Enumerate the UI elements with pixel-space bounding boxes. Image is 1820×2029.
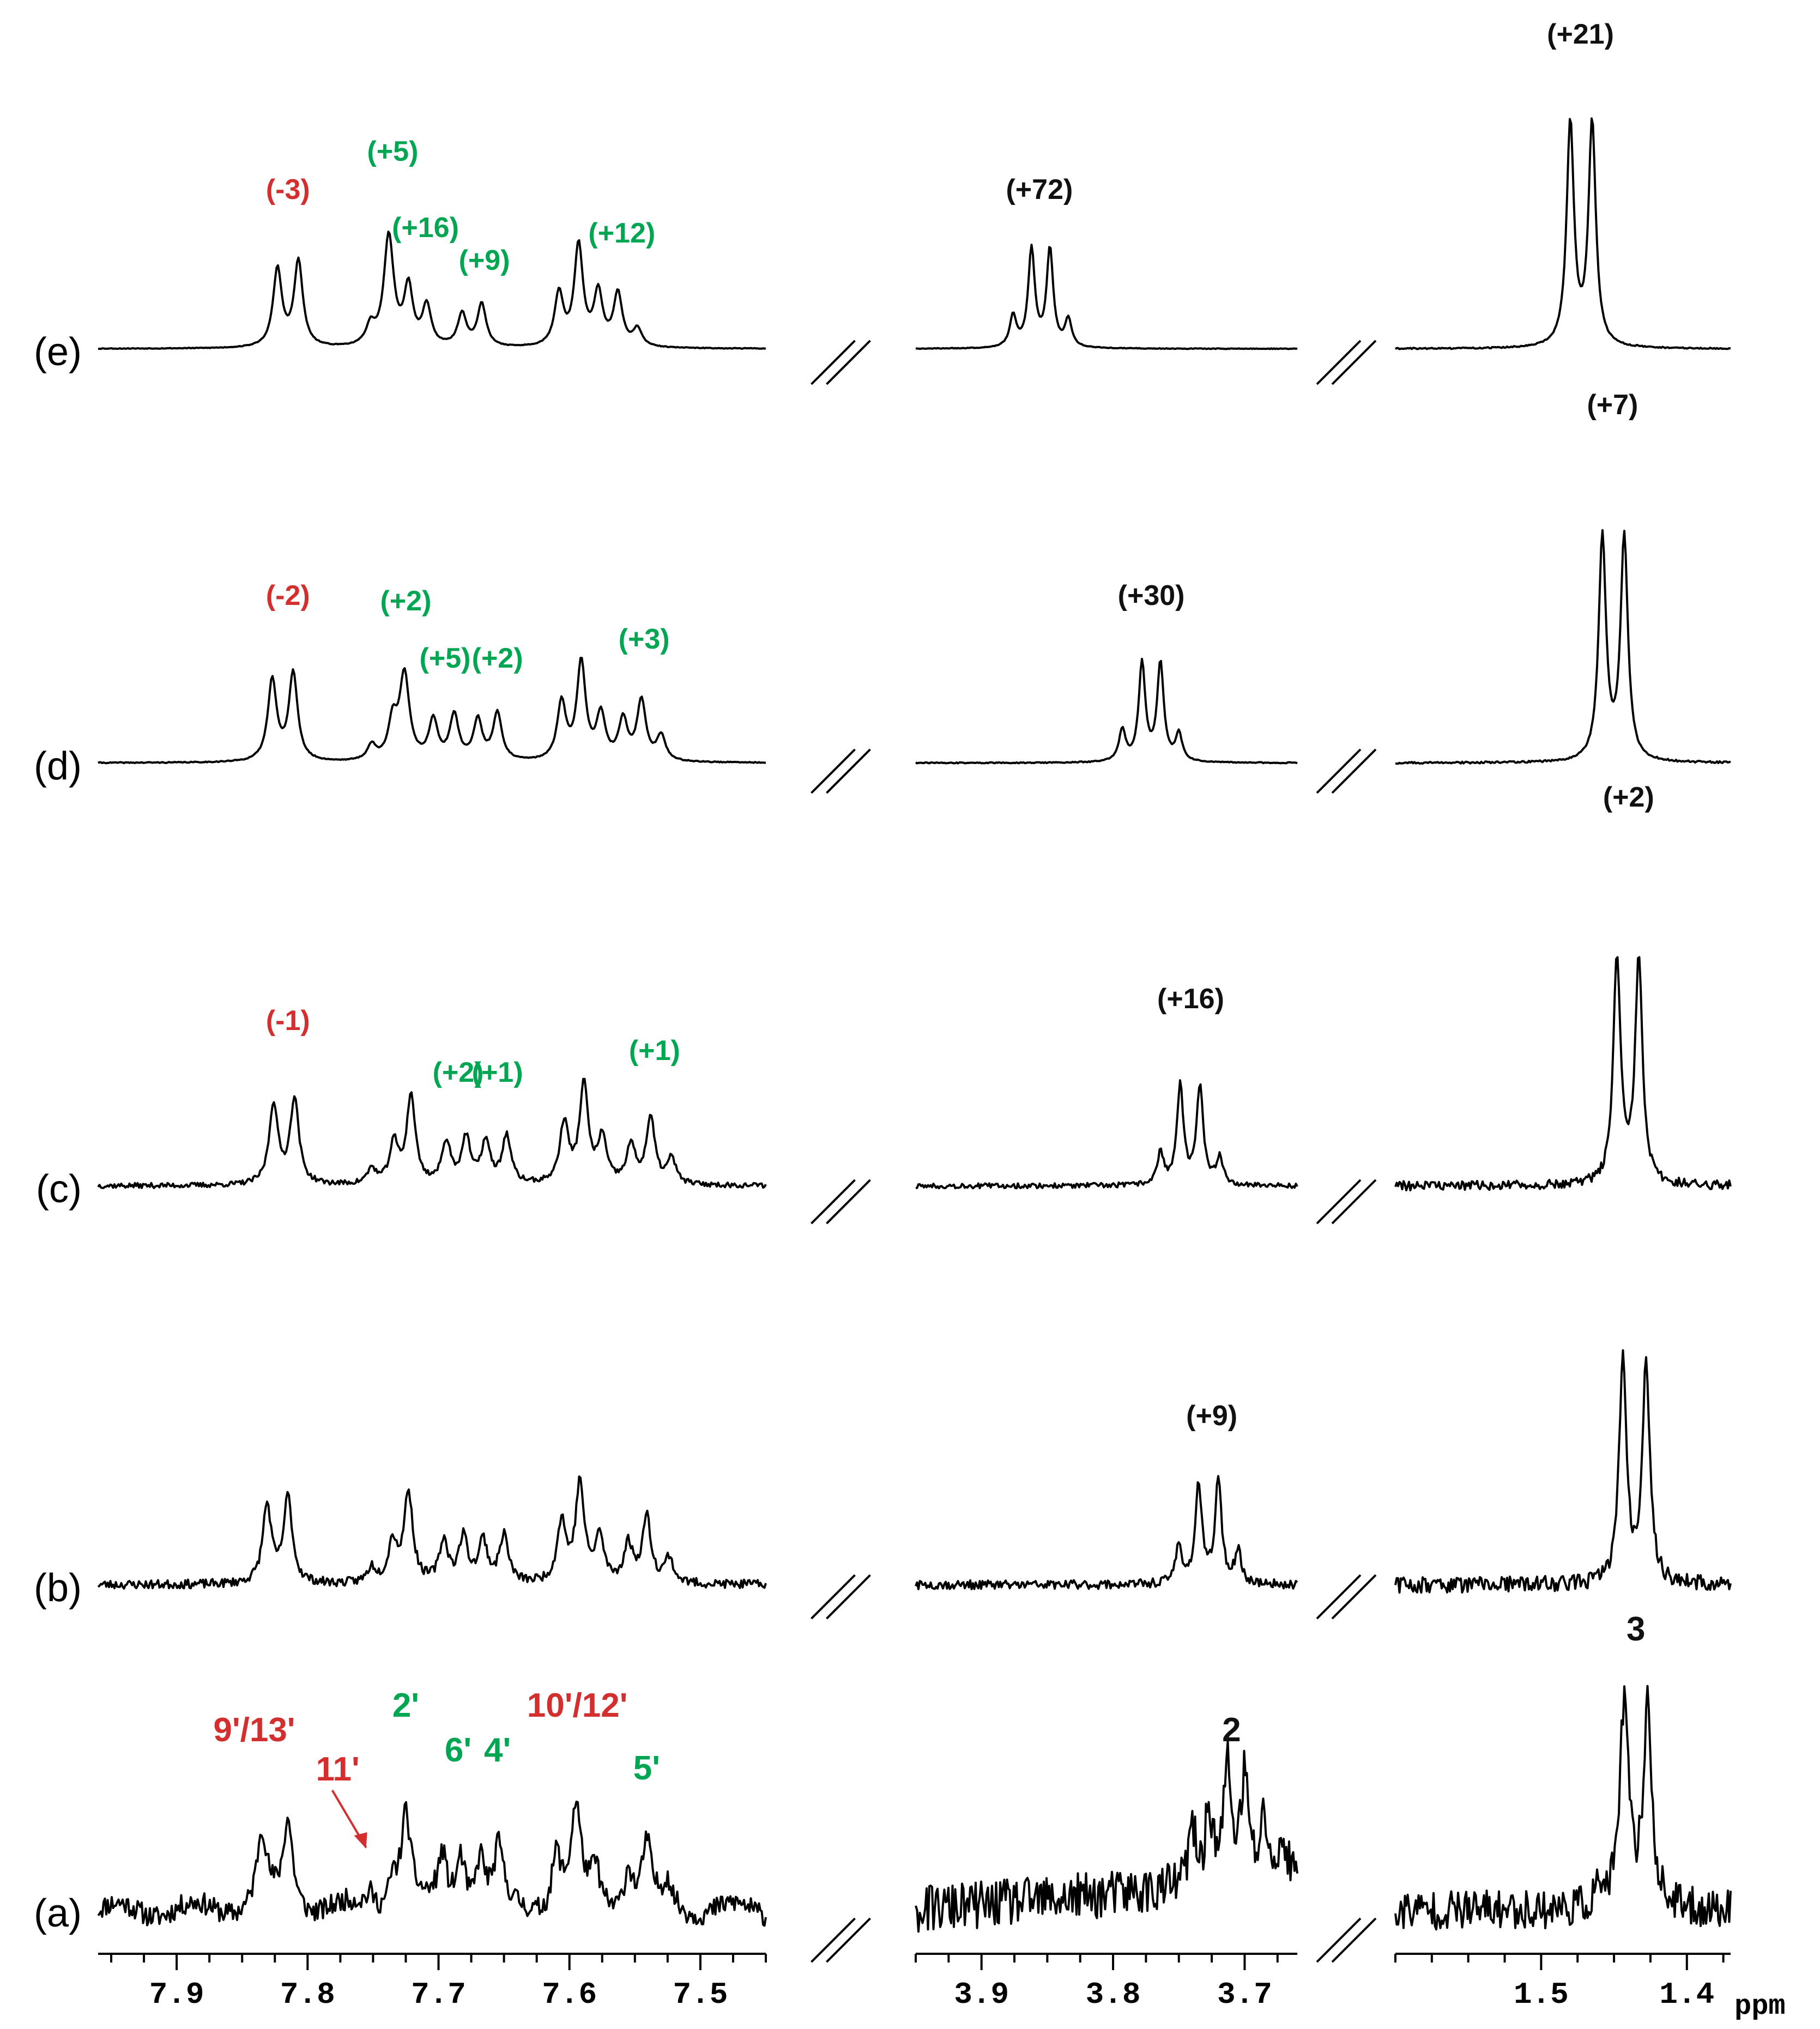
spectrum-trace-a-methyl [1394,1685,1732,1931]
spectrum-trace-e-aromatic [98,231,766,350]
shift-annotation: (-1) [266,1005,310,1037]
trace-label-a: (a) [34,1892,82,1935]
axis-break-mark [826,1917,871,1963]
assignment-label: 2 [1222,1711,1241,1749]
spectrum-trace-e-methyl [1394,117,1731,350]
spectrum-trace-c-methine [915,1079,1298,1190]
shift-annotation: (+2) [433,1057,484,1088]
axis-break-mark [826,340,871,385]
shift-annotation: (+1) [472,1057,523,1088]
x-tick-label: 1.5 [1514,1977,1569,2012]
axis-break-mark [1331,1917,1377,1963]
spectrum-trace-d-methine [915,658,1298,765]
x-tick-label: 7.6 [542,1977,597,2012]
assignment-label: 9'/13' [213,1711,295,1749]
shift-annotation: (+9) [459,245,510,276]
axis-break-mark [1331,748,1377,794]
shift-annotation: (+30) [1118,580,1185,611]
assignment-label: 2' [392,1687,419,1724]
axis-break-mark [1331,340,1377,385]
assignment-label: 4' [484,1731,511,1769]
shift-annotation: (+16) [392,212,459,244]
shift-annotation: (-3) [266,174,310,205]
x-tick-label: 3.8 [1086,1977,1141,2012]
spectrum-trace-b-methine [915,1475,1298,1590]
axis-break-mark [1331,1179,1377,1225]
axes: 7.9 7.8 7.7 7.6 7.5 3.9 3.8 3.7 1.5 1.4 [98,1953,1731,2012]
spectrum-trace-c-aromatic [97,1077,767,1189]
spectrum-trace-a-aromatic [97,1800,767,1927]
trace-label-b: (b) [34,1566,82,1610]
assignment-label: 11' [316,1751,359,1788]
assignment-arrow-head [354,1832,367,1849]
axis-break-mark [1316,1574,1362,1620]
x-axis-unit-label: ppm [1734,1990,1786,2022]
spectrum-trace-a-methine [915,1740,1298,1933]
axis-break-mark [826,748,871,794]
trace-label-c: (c) [36,1167,82,1211]
shift-annotation: (+2) [380,585,431,617]
x-tick-label: 7.7 [411,1977,466,2012]
spectrum-trace-b-aromatic [97,1475,767,1590]
shift-annotation: (+21) [1547,19,1614,50]
axis-break-mark [811,340,856,385]
axis-break-mark [826,1179,871,1225]
shift-annotation: (+72) [1006,174,1073,205]
trace-label-e: (e) [34,330,82,374]
shift-annotation: (+2) [1603,782,1654,813]
spectrum-trace-d-aromatic [98,657,766,765]
shift-annotation: (+9) [1186,1400,1237,1432]
x-tick-label: 7.9 [149,1977,204,2012]
x-tick-label: 3.7 [1217,1977,1272,2012]
axis-break-mark [1316,340,1362,385]
spectra-traces [97,117,1732,1933]
axis-break-mark [1331,1574,1377,1620]
axis-break-mark [1316,1179,1362,1225]
assignment-label: 3 [1626,1610,1645,1648]
x-tick-label: 3.9 [954,1977,1009,2012]
axis-break-mark [1316,1917,1362,1963]
x-tick-label: 7.8 [280,1977,335,2012]
shift-annotation: (+1) [629,1035,680,1067]
spectrum-trace-d-methyl [1395,529,1731,765]
axis-break-mark [811,1179,856,1225]
shift-annotation: (+2) [472,643,523,674]
shift-annotation: (+12) [588,217,655,249]
axis-breaks [811,340,1377,1963]
shift-annotation: (+16) [1157,983,1224,1015]
trace-label-d: (d) [34,744,82,788]
peak-annotations: 9'/13'11'2'6' 4'10'/12'5'23(+9)(-1)(+2)(+… [213,19,1654,1849]
assignment-label: 10'/12' [527,1687,628,1724]
axis-break-mark [1316,748,1362,794]
assignment-label: 6' [445,1731,471,1769]
spectrum-trace-b-methyl [1394,1349,1732,1594]
shift-annotation: (+5) [367,136,418,167]
spectrum-trace-e-methine [915,244,1298,350]
x-tick-label: 1.4 [1659,1977,1714,2012]
shift-annotation: (+5) [420,643,471,674]
shift-annotation: (-2) [266,580,310,611]
axis-break-mark [811,748,856,794]
shift-annotation: (+7) [1587,389,1638,421]
x-tick-label: 7.5 [673,1977,728,2012]
spectrum-trace-c-methyl [1394,956,1732,1191]
axis-break-mark [811,1917,856,1963]
axis-break-mark [826,1574,871,1620]
assignment-label: 5' [633,1749,660,1787]
axis-break-mark [811,1574,856,1620]
shift-annotation: (+3) [619,623,670,655]
